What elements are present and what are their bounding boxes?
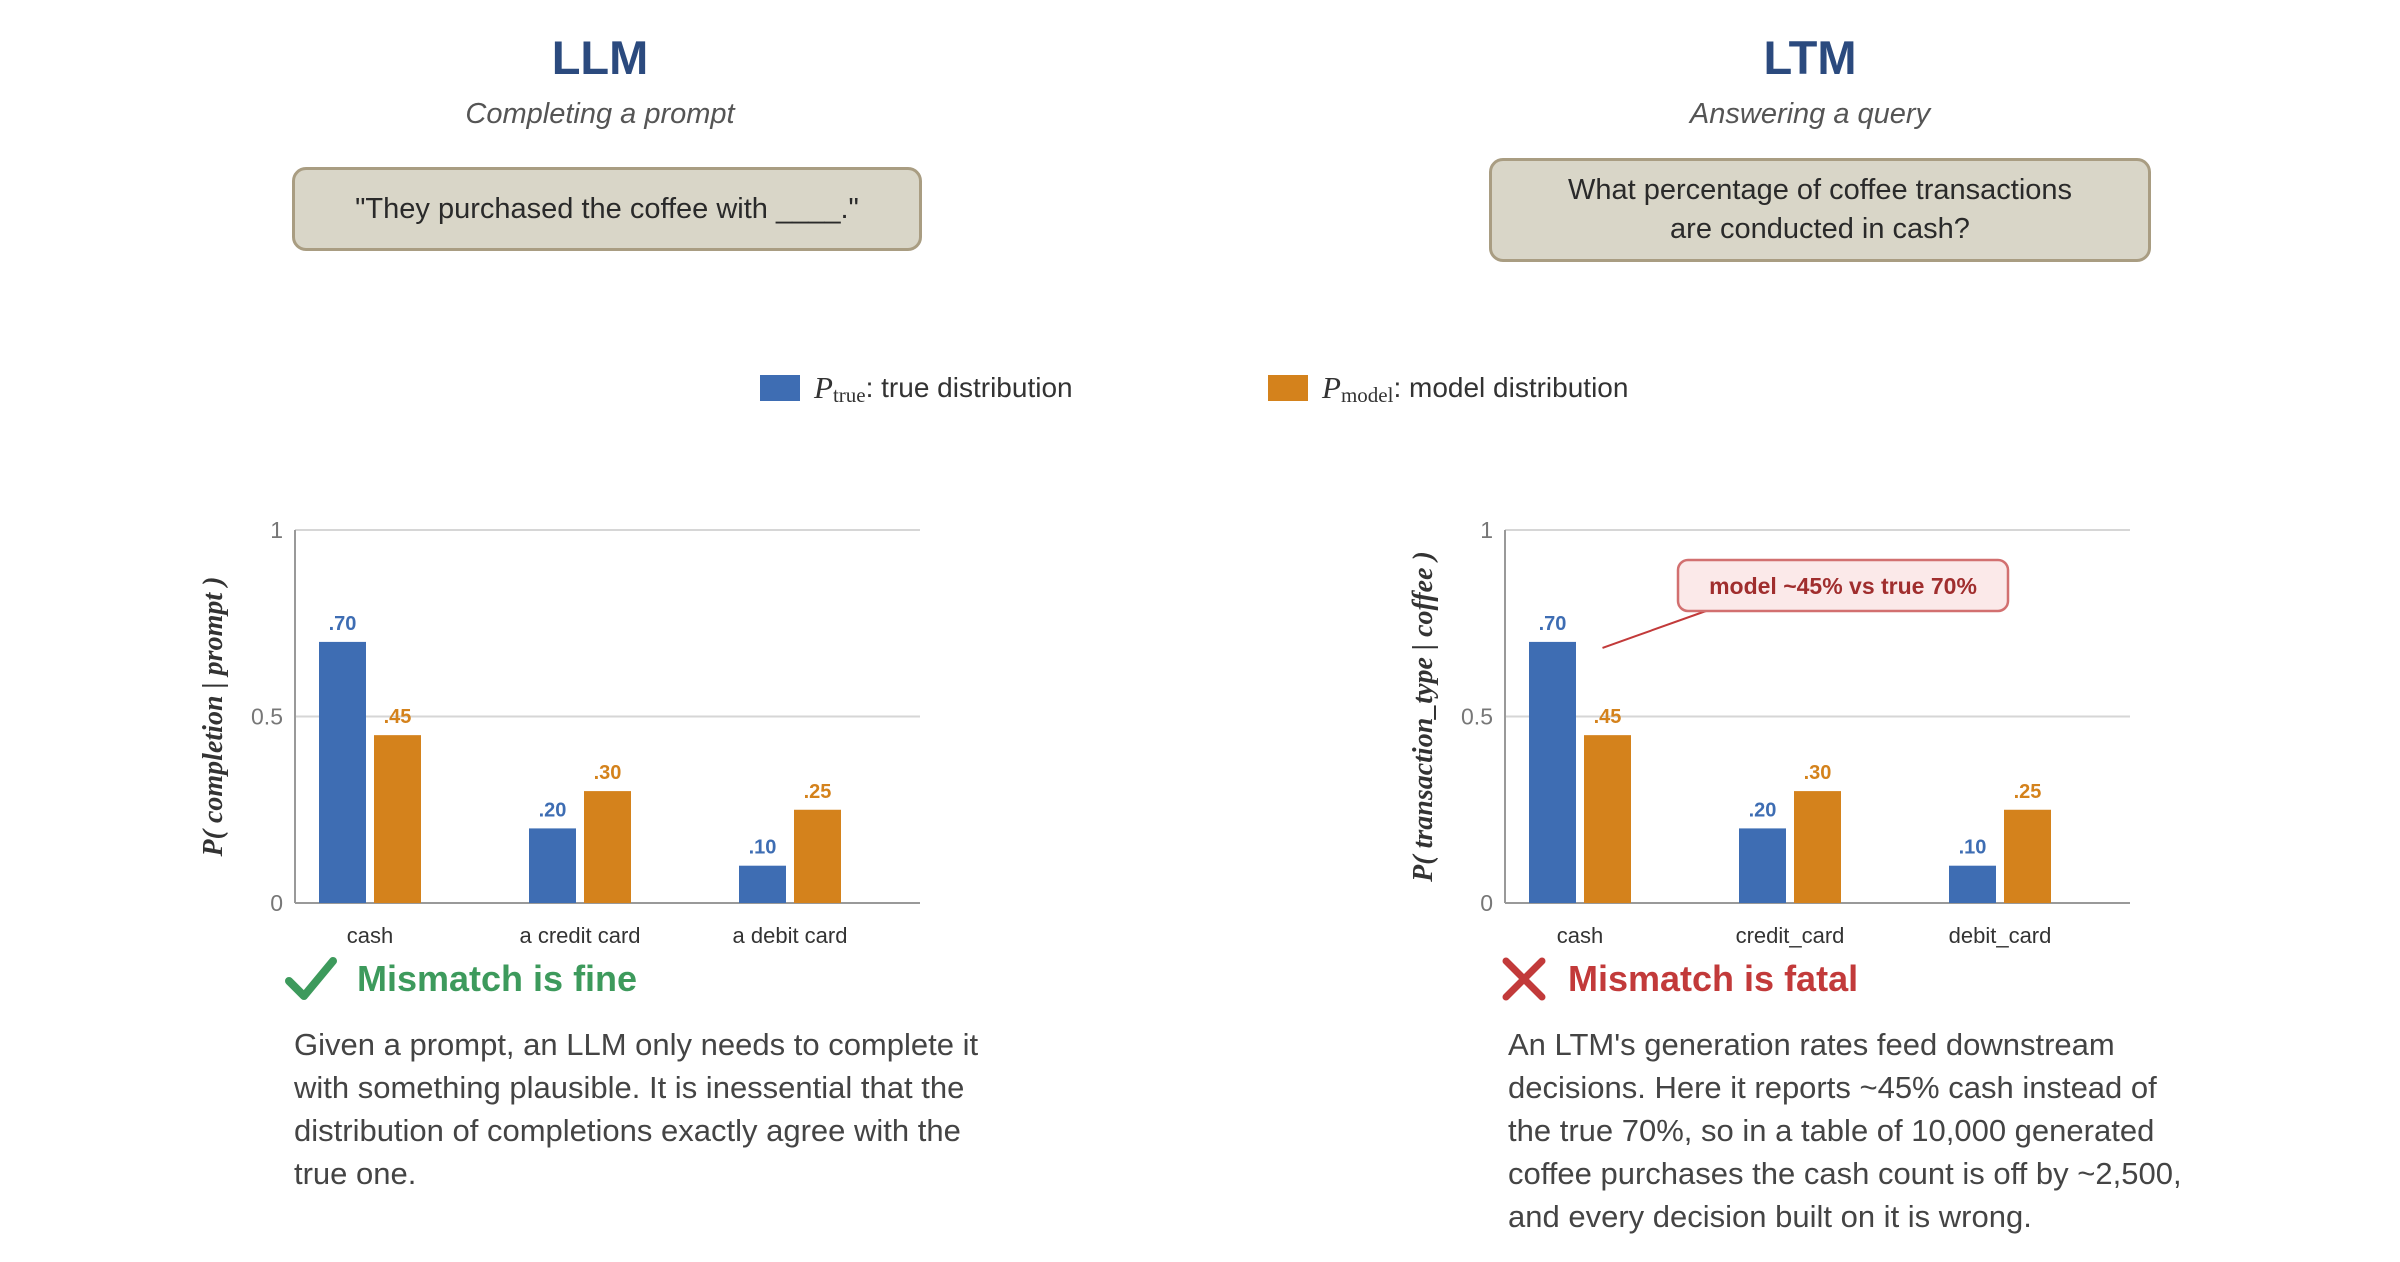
y-tick-label: 0 xyxy=(270,890,283,916)
ltm-title: LTM xyxy=(1763,31,1857,84)
bar-p-model xyxy=(1584,735,1631,903)
bar-value-label: .30 xyxy=(594,762,622,784)
llm-status: Mismatch is fine xyxy=(285,955,637,1003)
ltm-prompt-text: What percentage of coffee transactions a… xyxy=(1567,174,2073,245)
bar-p-model xyxy=(374,735,421,903)
legend-subscript-model: model xyxy=(1340,382,1394,407)
bar-value-label: .45 xyxy=(384,706,412,728)
annotation-text: model ~45% vs true 70% xyxy=(1709,573,1977,599)
ltm-description: An LTM's generation rates feed downstrea… xyxy=(1508,1027,2182,1234)
bar-p-model xyxy=(794,809,841,903)
check-icon xyxy=(285,957,337,1000)
bar-value-label: .20 xyxy=(1749,799,1777,821)
x-tick-label: a credit card xyxy=(519,923,640,948)
legend-swatch-model xyxy=(1268,375,1308,401)
ltm-bar-chart: 0 0.5 1 P( transaction_type | coffee ) .70 .4… xyxy=(1408,517,2130,948)
legend-label-true: : true distribution xyxy=(865,372,1073,403)
x-tick-label: debit_card xyxy=(1949,923,2052,948)
x-tick-label: cash xyxy=(1557,923,1603,948)
ltm-status-label: Mismatch is fatal xyxy=(1568,958,1859,999)
bar-p-true xyxy=(739,865,786,903)
legend-subscript-true: true xyxy=(832,382,866,407)
bar-value-label: .25 xyxy=(804,781,832,803)
y-tick-label: 1 xyxy=(270,517,283,543)
legend-symbol-true: P xyxy=(814,370,833,405)
llm-panel: LLM Completing a prompt "They purchased … xyxy=(198,31,979,1191)
bar-value-label: .25 xyxy=(2014,781,2042,803)
bar-value-label: .30 xyxy=(1804,762,1832,784)
bar-p-model xyxy=(2004,809,2051,903)
bar-p-model xyxy=(1794,791,1841,903)
y-tick-label: 1 xyxy=(1480,517,1493,543)
llm-description: Given a prompt, an LLM only needs to com… xyxy=(294,1027,979,1191)
annotation-pointer xyxy=(1602,610,1707,649)
bar-value-label: .70 xyxy=(1539,613,1567,635)
bar-p-true xyxy=(1949,865,1996,903)
y-tick-label: 0 xyxy=(1480,890,1493,916)
llm-status-label: Mismatch is fine xyxy=(357,958,638,999)
ltm-status: Mismatch is fatal xyxy=(1500,955,1858,1003)
llm-bar-chart: 0 0.5 1 P( completion | prompt ) .70 .45 cash.… xyxy=(198,517,920,948)
bar-p-true xyxy=(319,641,366,903)
bar-value-label: .70 xyxy=(329,613,357,635)
x-tick-label: a debit card xyxy=(733,923,848,948)
legend-swatch-true xyxy=(760,375,800,401)
bar-value-label: .45 xyxy=(1594,706,1622,728)
y-tick-label: 0.5 xyxy=(1461,704,1493,730)
llm-prompt-text: "They purchased the coffee with ____." xyxy=(355,192,859,225)
y-axis-label: P( transaction_type | coffee ) xyxy=(1408,551,1439,883)
llm-title: LLM xyxy=(551,31,649,84)
llm-prompt-box: "They purchased the coffee with ____." xyxy=(292,167,922,251)
y-tick-label: 0.5 xyxy=(251,704,283,730)
x-tick-label: cash xyxy=(347,923,393,948)
ltm-panel: LTM Answering a query What percentage of… xyxy=(1210,0,2400,1262)
ltm-prompt-box: What percentage of coffee transactions a… xyxy=(1489,158,2151,262)
bar-value-label: .20 xyxy=(539,799,567,821)
y-axis-label: P( completion | prompt ) xyxy=(198,577,229,858)
cross-icon xyxy=(1502,957,1546,1001)
legend-label-model: : model distribution xyxy=(1393,372,1629,403)
llm-subtitle: Completing a prompt xyxy=(465,98,735,130)
legend-symbol-model: P xyxy=(1322,370,1341,405)
ltm-subtitle: Answering a query xyxy=(1689,98,1931,130)
bar-value-label: .10 xyxy=(749,837,777,859)
x-tick-label: credit_card xyxy=(1736,923,1845,948)
bar-p-true xyxy=(1529,641,1576,903)
bar-p-model xyxy=(584,791,631,903)
bar-value-label: .10 xyxy=(1959,837,1987,859)
bar-p-true xyxy=(529,828,576,903)
annotation-box xyxy=(1676,558,2010,613)
bar-p-true xyxy=(1739,828,1786,903)
